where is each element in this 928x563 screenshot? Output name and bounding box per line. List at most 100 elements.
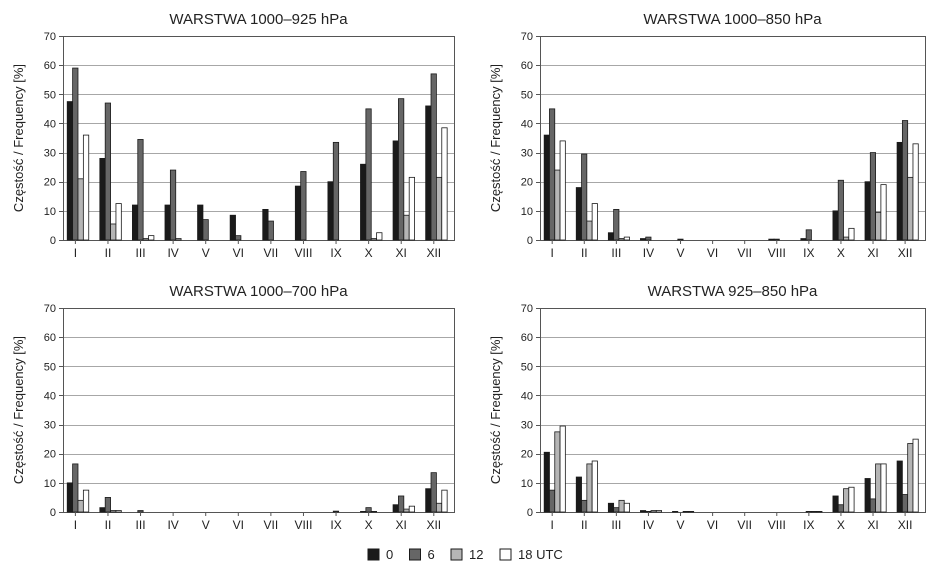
bar-VIII-series-0 [294,185,302,241]
x-tick-label: XI [396,518,407,532]
x-tick-label: VI [233,246,244,260]
bar-I-series-0 [66,482,74,513]
bar-X-series-18-UTC [376,232,383,241]
bar-V-series-0 [672,511,679,513]
y-tick-label: 40 [521,118,533,130]
bar-X-series-6 [837,179,844,241]
bar-III-series-18-UTC [623,236,630,241]
bar-X-series-18-UTC [848,227,855,241]
bar-XI-series-12 [875,463,882,513]
bar-XI-series-18-UTC [408,505,415,513]
bar-II-series-0 [575,187,582,241]
y-tick-label: 10 [521,206,533,218]
y-tick-label: 70 [44,31,56,43]
y-tick-label: 0 [527,507,533,519]
x-tick-label: II [105,518,112,532]
bar-II-series-6 [104,497,111,513]
bar-IV-series-18-UTC [655,510,662,513]
y-tick-label: 0 [527,235,533,247]
bar-XII-series-18-UTC [912,438,919,513]
bar-I-series-0 [543,451,550,513]
bar-II-series-18-UTC [591,203,598,241]
x-tick-label: III [611,246,621,260]
bar-VII-series-0 [262,208,269,241]
bar-IV-series-12 [175,238,182,241]
bar-X-series-18-UTC [848,486,855,513]
bar-XII-series-6 [901,494,909,513]
x-tick-label: V [677,518,685,532]
x-tick-label: III [611,518,621,532]
bar-XI-series-6 [869,498,876,513]
bar-I-series-6 [549,489,556,513]
plot-area [63,308,455,513]
bar-III-series-6 [137,510,144,513]
bar-XII-series-0 [896,141,903,241]
y-tick-label: 20 [521,177,533,189]
bar-III-series-6 [613,208,620,241]
bar-II-series-18-UTC [115,203,122,241]
bar-V-series-0 [197,204,204,241]
bar-IV-series-12 [650,510,657,513]
x-tick-label: IV [167,246,178,260]
bar-II-series-18-UTC [591,460,598,513]
bar-I-series-0 [66,101,74,241]
bar-II-series-0 [99,157,106,241]
x-tick-label: IV [643,246,654,260]
chart-title: WARSTWA 1000–850 hPa [643,11,822,28]
bar-X-series-0 [360,511,367,513]
bar-VIII-series-6 [773,238,780,241]
bar-X-series-0 [832,210,839,241]
bar-I-series-18-UTC [82,134,90,241]
bar-XII-series-12 [436,502,443,513]
y-tick-label: 70 [44,303,56,315]
bar-III-series-0 [132,204,139,241]
y-tick-label: 50 [44,361,56,373]
bar-XII-series-18-UTC [912,143,919,241]
x-tick-label: XII [898,246,913,260]
bar-IV-series-0 [640,238,647,241]
bar-X-series-0 [832,495,839,513]
bar-XI-series-12 [403,214,410,241]
x-tick-label: XI [867,518,878,532]
x-tick-label: XII [898,518,913,532]
y-axis-label: Częstość / Frequency [%] [11,336,26,484]
y-tick-label: 40 [44,390,56,402]
y-tick-label: 20 [44,449,56,461]
x-tick-label: XII [426,246,441,260]
legend-item-12: 12 [450,547,483,562]
x-tick-label: VII [737,246,752,260]
bar-I-series-18-UTC [559,425,566,513]
x-tick-label: I [551,246,554,260]
y-axis-label: Częstość / Frequency [%] [11,64,26,212]
y-tick-label: 40 [521,390,533,402]
bar-V-series-12 [682,511,689,513]
bar-XI-series-6 [869,152,876,241]
bar-III-series-0 [607,502,615,513]
bar-X-series-6 [837,504,844,513]
x-tick-label: VIII [294,518,312,532]
bar-IX-series-12 [811,511,818,513]
x-tick-label: VII [264,246,279,260]
x-tick-label: IX [803,518,814,532]
bar-III-series-18-UTC [148,235,155,241]
x-tick-label: IX [803,246,814,260]
y-tick-label: 40 [44,118,56,130]
bar-II-series-0 [99,507,106,513]
chart-title: WARSTWA 1000–700 hPa [169,283,348,300]
y-tick-label: 60 [44,332,56,344]
bar-XII-series-18-UTC [441,127,448,241]
x-tick-label: IX [330,246,341,260]
bar-IX-series-0 [800,238,807,241]
x-tick-label: VIII [768,518,786,532]
legend-swatch [367,548,380,561]
bar-V-series-6 [677,238,684,241]
bar-III-series-12 [618,499,625,513]
bar-II-series-6 [581,499,588,513]
bar-VI-series-6 [235,235,242,241]
bar-IV-series-0 [640,510,647,513]
bar-IV-series-6 [169,169,177,241]
y-axis-label: Częstość / Frequency [%] [488,64,503,212]
bar-I-series-0 [543,134,550,241]
legend-label: 12 [469,547,483,562]
y-tick-label: 10 [44,478,56,490]
